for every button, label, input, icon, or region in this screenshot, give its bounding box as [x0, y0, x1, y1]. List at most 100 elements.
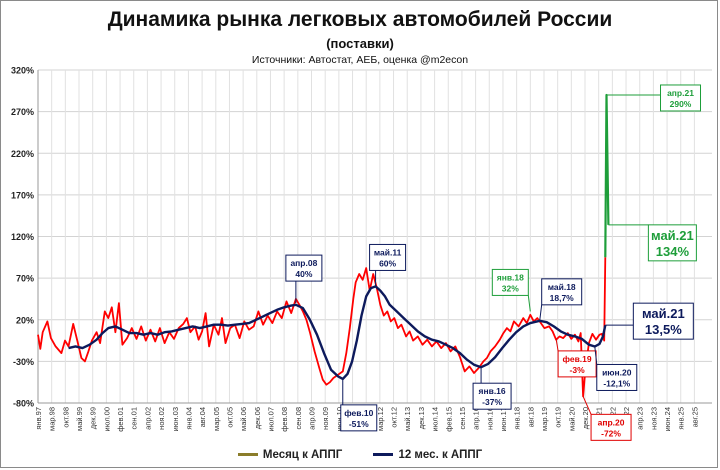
x-tick-label: дек.06 [253, 407, 262, 429]
annotation-фев.10-51: фев.10-51% [340, 378, 378, 432]
annotation-leader [539, 304, 543, 321]
annotation-value: -51% [349, 419, 369, 429]
annotation-box [596, 363, 638, 391]
x-tick-label: окт.19 [554, 407, 563, 428]
x-tick-label: авг.25 [690, 407, 699, 427]
y-tick-label: 120% [11, 232, 34, 242]
annotation-box [647, 224, 697, 262]
annotation-leader [594, 346, 598, 365]
annotation-value: 134% [656, 244, 690, 259]
annotation-period: янв.18 [497, 272, 524, 282]
annotation-period: май.21 [642, 306, 685, 321]
x-tick-label: янв.04 [184, 407, 193, 430]
annotation-value: -37% [482, 397, 502, 407]
annotation-апр.20-72: апр.20-72% [582, 396, 632, 441]
annotation-value: 13,5% [645, 322, 682, 337]
annotation-box [632, 302, 694, 340]
x-tick-label: май.20 [567, 407, 576, 431]
x-tick-label: июн.10 [335, 407, 344, 431]
x-tick-label: ноя.02 [157, 407, 166, 430]
annotation-period: июн.20 [602, 367, 632, 377]
annotation-period: фев.10 [344, 408, 373, 418]
annotation-box [340, 404, 378, 432]
annotation-value: -12,1% [603, 378, 630, 388]
x-tick-label: апр.09 [308, 407, 317, 430]
series-line-3 [604, 93, 610, 258]
x-tick-label: апр.16 [472, 407, 481, 430]
x-tick-label: фев.08 [280, 407, 289, 432]
x-tick-label: окт.98 [61, 407, 70, 428]
y-tick-label: 220% [11, 149, 34, 159]
annotation-box [285, 254, 323, 282]
annotation-period: май.18 [548, 282, 576, 292]
annotation-period: май.11 [374, 247, 402, 257]
annotation-июн.20-12,1: июн.20-12,1% [594, 346, 638, 391]
x-tick-label: дек.13 [417, 407, 426, 429]
annotation-leader [555, 338, 559, 351]
x-tick-label: янв.18 [513, 407, 522, 430]
annotation-leader [527, 295, 531, 312]
x-tick-label: окт.05 [225, 407, 234, 428]
chart-title: Динамика рынка легковых автомобилей Росс… [107, 8, 613, 31]
annotation-period: апр.21 [667, 88, 694, 98]
x-tick-label: фев.01 [116, 407, 125, 432]
y-tick-label: 170% [11, 190, 34, 200]
annotation-янв.16-37: янв.16-37% [472, 367, 512, 410]
annotation-value: 18,7% [550, 293, 575, 303]
x-tick-label: мар.12 [376, 407, 385, 431]
legend-item-12m: 12 мес. к АППГ [373, 449, 482, 461]
annotation-box [557, 350, 597, 378]
x-tick-label: мар.98 [48, 407, 57, 431]
annotation-box [369, 243, 407, 271]
y-tick-label: 270% [11, 107, 34, 117]
annotation-period: апр.20 [598, 417, 625, 427]
annotation-value: -3% [570, 365, 586, 375]
legend-swatch-12m [373, 453, 394, 456]
x-tick-label: июн.24 [663, 407, 672, 431]
x-tick-label: янв.97 [34, 407, 43, 430]
annotation-period: апр.08 [290, 258, 317, 268]
y-tick-label: 20% [16, 315, 34, 325]
x-tick-label: мар.19 [540, 407, 549, 431]
x-tick-label: окт.12 [390, 407, 399, 428]
x-tick-label: апр.02 [143, 407, 152, 430]
annotation-period: янв.16 [479, 386, 506, 396]
x-tick-label: дек.20 [581, 407, 590, 429]
y-axis: 320% 270% 220% 170% 120% 70% 20% -30% -80% [11, 66, 34, 409]
x-tick-label: май.06 [239, 407, 248, 431]
x-tick-label: сен.08 [294, 407, 303, 430]
annotation-box [590, 413, 632, 441]
annotation-value: 40% [295, 269, 312, 279]
x-tick-label: июл.07 [266, 407, 275, 431]
legend-label-12m: 12 мес. к АППГ [398, 448, 483, 461]
x-tick-label: апр.23 [636, 407, 645, 430]
x-tick-label: мар.05 [212, 407, 221, 431]
annotation-value: 290% [670, 99, 692, 109]
legend-swatch-month [237, 453, 258, 456]
chart-source: Источники: Автостат, АЕБ, оценка @m2econ [251, 54, 469, 66]
annotation-value: 60% [379, 258, 396, 268]
annotation-box [660, 84, 702, 112]
series-layer [37, 93, 610, 398]
x-tick-label: май.13 [403, 407, 412, 431]
grid-layer [37, 69, 712, 404]
x-tick-label: июл.14 [431, 407, 440, 431]
x-tick-label: фев.15 [444, 407, 453, 432]
annotation-box [491, 268, 529, 296]
x-tick-label: сен.15 [458, 407, 467, 430]
series-line-2 [68, 285, 607, 381]
legend-label-month: Месяц к АППГ [262, 448, 343, 461]
x-tick-label: янв.25 [677, 407, 686, 430]
x-tick-label: июн.03 [171, 407, 180, 431]
x-tick-label: май.99 [75, 407, 84, 431]
legend: Месяц к АППГ 12 мес. к АППГ [0, 447, 720, 461]
x-tick-label: ноя.16 [485, 407, 494, 430]
y-tick-label: 70% [16, 274, 34, 284]
